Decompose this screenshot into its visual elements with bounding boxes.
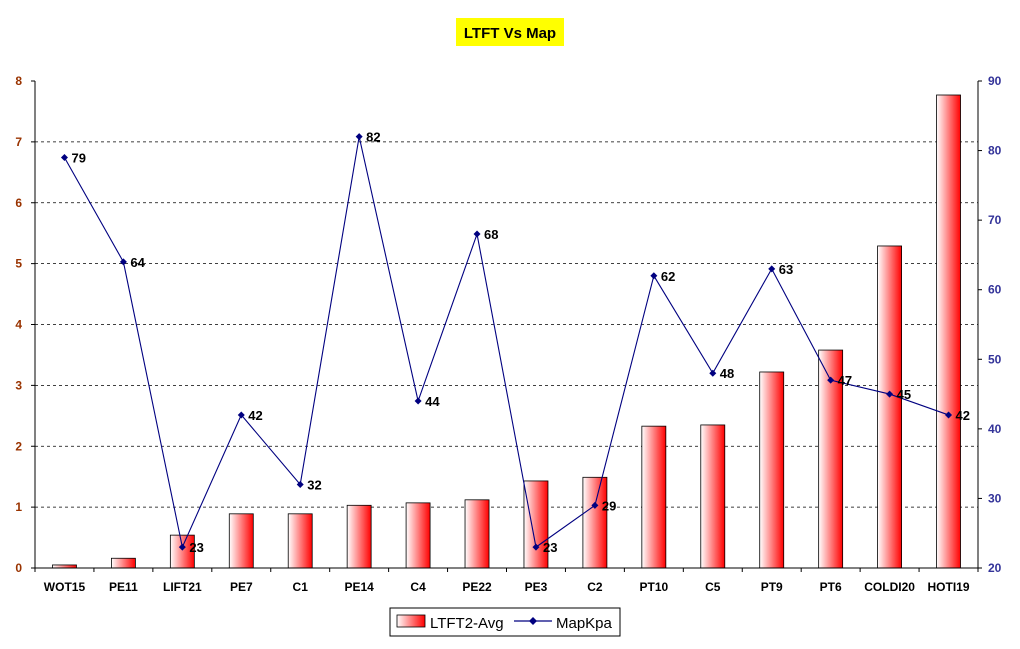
bar-C1 (287, 513, 313, 569)
mapkpa-data-label: 48 (720, 366, 734, 381)
left-axis-tick-label: 8 (15, 74, 22, 88)
mapkpa-data-label: 79 (71, 151, 85, 166)
x-axis-tick-label: LIFT21 (163, 580, 202, 594)
bar-C2 (582, 476, 608, 569)
mapkpa-data-label: 47 (838, 373, 852, 388)
right-axis-tick-label: 30 (988, 491, 1002, 505)
bar-PT9 (759, 371, 785, 569)
mapkpa-point-PE3 (532, 543, 540, 551)
mapkpa-point-PE22 (473, 230, 481, 238)
mapkpa-point-PE11 (119, 258, 127, 266)
bar-C5 (700, 424, 726, 569)
mapkpa-data-label: 62 (661, 269, 675, 284)
legend-swatch-bar (396, 614, 426, 628)
x-axis-tick-label: PT6 (820, 580, 842, 594)
x-axis-tick-label: C4 (410, 580, 426, 594)
mapkpa-point-LIFT21 (178, 543, 186, 551)
bar-PT6 (818, 349, 844, 569)
legend-label-bar: LTFT2-Avg (430, 615, 504, 632)
x-axis-tick-label: C1 (293, 580, 309, 594)
mapkpa-data-label: 68 (484, 227, 498, 242)
bar-PE11 (111, 557, 136, 569)
right-axis-tick-label: 80 (988, 144, 1002, 158)
mapkpa-point-PT6 (827, 376, 835, 384)
mapkpa-point-HOTI19 (945, 411, 953, 419)
bar-HOTI19 (936, 94, 961, 569)
mapkpa-point-PT10 (650, 272, 658, 280)
x-axis-tick-label: PE11 (109, 580, 138, 594)
mapkpa-point-PE14 (355, 133, 363, 141)
right-axis-tick-label: 90 (988, 74, 1002, 88)
mapkpa-data-label: 42 (248, 408, 262, 423)
mapkpa-data-label: 42 (956, 408, 970, 423)
mapkpa-data-label: 45 (897, 387, 911, 402)
legend-box (389, 607, 621, 637)
bar-PT10 (641, 425, 667, 569)
x-axis-tick-label: WOT15 (44, 580, 86, 594)
left-axis-tick-label: 0 (15, 561, 22, 575)
right-axis-tick-label: 50 (988, 352, 1002, 366)
mapkpa-data-label: 32 (307, 478, 321, 493)
mapkpa-data-label: 23 (543, 540, 557, 555)
mapkpa-data-label: 23 (189, 540, 203, 555)
left-axis-tick-label: 2 (15, 439, 22, 453)
mapkpa-point-WOT15 (60, 154, 68, 162)
mapkpa-point-C1 (296, 481, 304, 489)
left-axis-tick-label: 6 (15, 196, 22, 210)
mapkpa-data-label: 63 (779, 262, 793, 277)
mapkpa-point-PE7 (237, 411, 245, 419)
bar-PE14 (346, 504, 372, 569)
left-axis-tick-label: 4 (15, 318, 22, 332)
mapkpa-data-label: 82 (366, 130, 380, 145)
x-axis-tick-label: PE7 (230, 580, 253, 594)
line-series: 79 64 23 42 32 82 44 68 23 29 62 48 63 47 45 42 (60, 130, 970, 555)
x-axis-tick-label: HOTI19 (928, 580, 970, 594)
right-axis-tick-label: 60 (988, 283, 1002, 297)
bar-PE3 (523, 480, 549, 569)
x-axis-tick-label: PT10 (640, 580, 669, 594)
mapkpa-data-label: 29 (602, 498, 616, 513)
legend-swatch-marker (529, 617, 537, 625)
chart-title-background (456, 18, 564, 46)
x-axis-tick-label: PT9 (761, 580, 783, 594)
mapkpa-point-C2 (591, 501, 599, 509)
mapkpa-data-label: 64 (130, 255, 145, 270)
bar-C4 (405, 502, 431, 569)
right-axis-tick-label: 20 (988, 561, 1002, 575)
x-axis-tick-label: COLDI20 (864, 580, 915, 594)
gridlines (35, 141, 978, 508)
mapkpa-point-C4 (414, 397, 422, 405)
right-axis: 20 30 40 50 60 70 80 90 (978, 74, 1002, 575)
bar-PE22 (464, 499, 490, 569)
mapkpa-point-PT9 (768, 265, 776, 273)
bar-PE7 (228, 513, 254, 569)
x-axis-tick-label: PE14 (344, 580, 374, 594)
x-axis-tick-label: PE3 (525, 580, 548, 594)
mapkpa-line (63, 136, 949, 549)
mapkpa-point-COLDI20 (886, 390, 894, 398)
x-axis: WOT15 PE11 LIFT21 PE7 C1 PE14 C4 PE22 PE3 C2 PT10 C… (34, 568, 979, 594)
chart-title-group: LTFT Vs Map (456, 18, 564, 46)
legend-label-line: MapKpa (556, 615, 613, 632)
left-axis-tick-label: 7 (15, 135, 22, 149)
chart-title: LTFT Vs Map (464, 25, 556, 42)
x-axis-tick-label: PE22 (462, 580, 492, 594)
left-axis-tick-label: 3 (15, 378, 22, 392)
mapkpa-point-C5 (709, 369, 717, 377)
left-axis: 0 1 2 3 4 5 6 7 8 (15, 74, 35, 575)
bar-COLDI20 (877, 245, 902, 569)
left-axis-tick-label: 1 (15, 500, 22, 514)
right-axis-tick-label: 40 (988, 422, 1002, 436)
legend: LTFT2-Avg MapKpa (389, 607, 621, 637)
mapkpa-data-label: 44 (425, 394, 440, 409)
bar-series (52, 94, 961, 569)
right-axis-tick-label: 70 (988, 213, 1002, 227)
x-axis-tick-label: C2 (587, 580, 603, 594)
left-axis-tick-label: 5 (15, 257, 22, 271)
x-axis-tick-label: C5 (705, 580, 721, 594)
